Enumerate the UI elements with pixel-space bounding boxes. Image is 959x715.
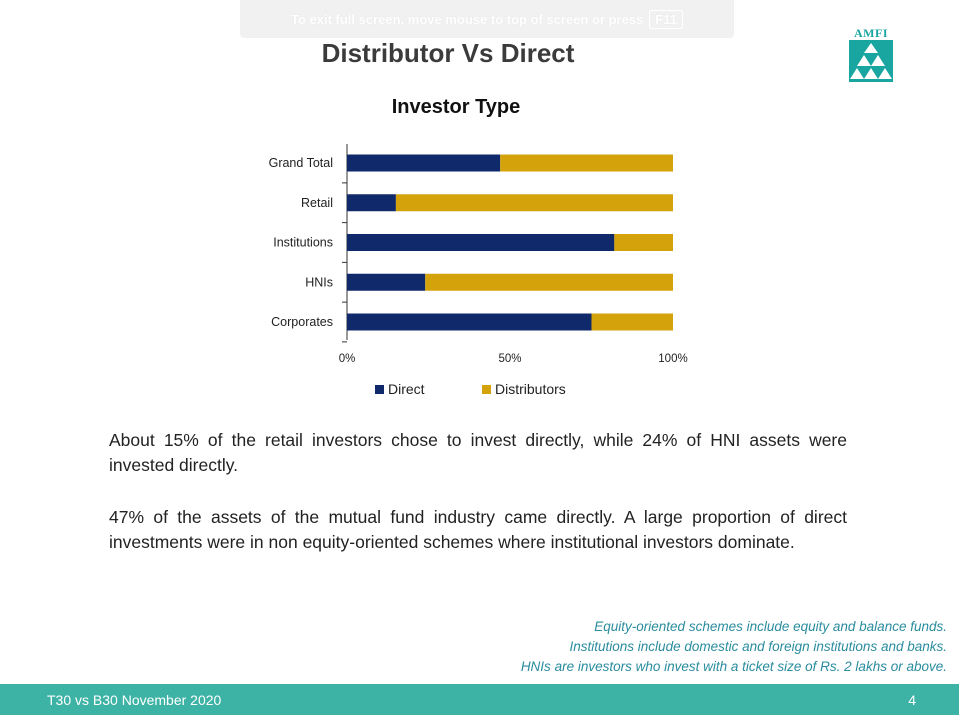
logo-triangles-icon — [849, 40, 893, 82]
footnote-hni: HNIs are investors who invest with a tic… — [520, 659, 947, 674]
legend-swatch-direct — [375, 385, 384, 394]
fullscreen-exit-banner: To exit full screen, move mouse to top o… — [240, 0, 734, 38]
footnote-institutions: Institutions include domestic and foreig… — [569, 639, 947, 654]
category-label-hnis: HNIs — [305, 275, 333, 289]
bar-direct-institutions — [347, 234, 615, 251]
legend-label-distributors: Distributors — [495, 381, 566, 397]
page-number: 4 — [908, 692, 916, 708]
legend-label-direct: Direct — [388, 381, 425, 397]
fullscreen-key-hint: F11 — [649, 9, 683, 29]
chart-title: Investor Type — [391, 96, 521, 118]
bar-distributors-retail — [395, 194, 673, 212]
slide-title: Distributor Vs Direct — [321, 38, 575, 68]
bar-distributors-corporates — [591, 313, 673, 331]
footer-bar: T30 vs B30 November 2020 4 — [0, 684, 959, 715]
footer-label: T30 vs B30 November 2020 — [47, 692, 222, 708]
paragraph-industry-direct: 47% of the assets of the mutual fund ind… — [109, 507, 847, 552]
bar-distributors-hnis — [425, 273, 673, 291]
x-tick-label: 0% — [339, 353, 356, 365]
legend-swatch-distributors — [482, 385, 491, 394]
fullscreen-banner-text: To exit full screen, move mouse to top o… — [291, 11, 644, 27]
bar-direct-hnis — [347, 273, 426, 291]
logo-text: AMFI — [854, 26, 888, 40]
bar-distributors-grand-total — [500, 154, 673, 172]
footnote-equity: Equity-oriented schemes include equity a… — [594, 619, 947, 634]
bar-direct-grand-total — [347, 154, 501, 172]
bar-distributors-institutions — [614, 234, 673, 251]
category-label-corporates: Corporates — [271, 315, 333, 329]
bar-direct-retail — [347, 194, 396, 212]
bar-direct-corporates — [347, 313, 592, 331]
x-tick-label: 50% — [498, 353, 521, 365]
category-label-grand-total: Grand Total — [269, 156, 333, 170]
x-tick-label: 100% — [658, 353, 687, 365]
amfi-logo: AMFI — [848, 26, 894, 84]
category-label-retail: Retail — [301, 196, 333, 210]
paragraph-retail-hni: About 15% of the retail investors chose … — [109, 430, 847, 475]
footnotes: Equity-oriented schemes include equity a… — [521, 617, 947, 677]
category-label-institutions: Institutions — [273, 236, 333, 250]
investor-type-chart: Grand Total Retail Institutions HNIs Corpora… — [269, 144, 688, 397]
